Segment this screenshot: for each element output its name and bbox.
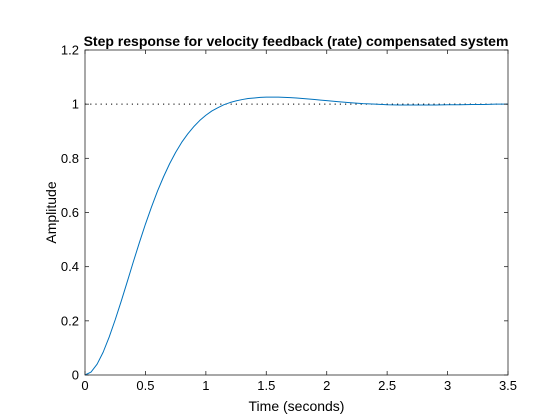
chart-title: Step response for velocity feedback (rat… xyxy=(84,33,509,49)
x-tick-label: 2 xyxy=(323,378,330,393)
x-tick-label: 0 xyxy=(81,378,88,393)
y-tick-label: 0.6 xyxy=(61,205,79,220)
ticks-layer: 0 0.5 1 1.5 2 2.5 3 3.5 0 0.2 0.4 0.6 0.8 1 1.2 xyxy=(61,43,517,394)
x-tick-label: 3 xyxy=(444,378,451,393)
x-tick-label: 1.5 xyxy=(257,378,275,393)
x-tick-label: 2.5 xyxy=(378,378,396,393)
y-tick-label: 0.8 xyxy=(61,151,79,166)
y-tick-label: 0.2 xyxy=(61,313,79,328)
y-tick-label: 1.2 xyxy=(61,43,79,58)
y-tick-label: 0.4 xyxy=(61,259,79,274)
axes-box xyxy=(84,49,509,376)
plot-area xyxy=(84,49,509,376)
x-tick-label: 1 xyxy=(202,378,209,393)
x-axis-label: Time (seconds) xyxy=(249,398,345,414)
x-tick-label: 0.5 xyxy=(136,378,154,393)
y-axis-label: Amplitude xyxy=(43,181,59,243)
x-tick-label: 3.5 xyxy=(499,378,517,393)
step-response-line xyxy=(84,96,508,376)
y-tick-label: 0 xyxy=(72,368,79,383)
series-layer xyxy=(84,96,508,376)
y-tick-label: 1 xyxy=(72,97,79,112)
